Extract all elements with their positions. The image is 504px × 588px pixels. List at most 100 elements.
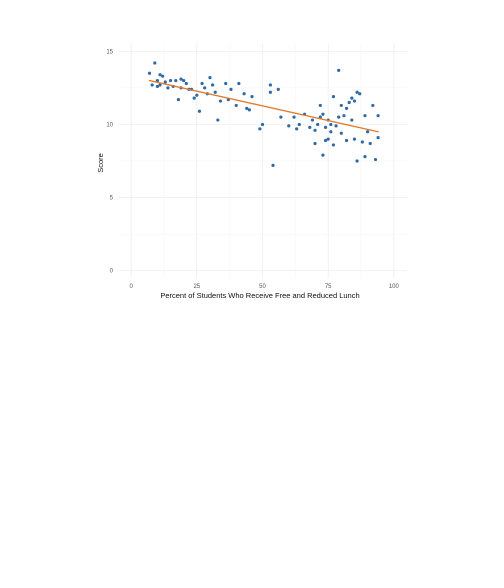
data-point bbox=[163, 80, 167, 84]
data-point bbox=[174, 78, 178, 83]
data-point bbox=[168, 78, 173, 83]
data-point bbox=[350, 118, 354, 122]
data-point bbox=[308, 125, 312, 129]
data-point bbox=[153, 61, 157, 65]
data-point bbox=[355, 159, 359, 163]
data-point bbox=[376, 136, 380, 140]
data-point bbox=[242, 92, 246, 96]
data-point bbox=[337, 68, 341, 72]
data-point bbox=[276, 87, 280, 91]
data-point bbox=[268, 83, 272, 87]
data-point bbox=[292, 115, 296, 119]
data-point bbox=[313, 128, 317, 132]
y-tick-label: 10 bbox=[106, 122, 113, 128]
data-point bbox=[260, 122, 265, 127]
data-point bbox=[203, 86, 207, 90]
data-point bbox=[297, 122, 301, 127]
x-tick-label: 0 bbox=[129, 284, 133, 290]
data-point bbox=[279, 115, 283, 119]
y-tick-label: 5 bbox=[110, 196, 114, 202]
data-point bbox=[147, 71, 152, 75]
data-point bbox=[363, 114, 367, 118]
data-point bbox=[350, 96, 354, 100]
data-point bbox=[365, 130, 370, 134]
data-point bbox=[363, 155, 367, 159]
data-points bbox=[147, 61, 380, 167]
data-point bbox=[155, 78, 160, 83]
data-point bbox=[258, 127, 262, 131]
y-axis-label: Score bbox=[96, 153, 105, 173]
data-point bbox=[213, 90, 217, 94]
x-tick-label: 25 bbox=[193, 284, 200, 290]
data-point bbox=[323, 125, 328, 129]
data-point bbox=[358, 92, 362, 96]
data-point bbox=[318, 103, 322, 108]
data-point bbox=[195, 93, 199, 97]
grid-lines bbox=[118, 44, 407, 278]
data-point bbox=[323, 138, 328, 143]
y-tick-label: 15 bbox=[106, 49, 113, 55]
data-point bbox=[329, 122, 333, 127]
data-point bbox=[352, 137, 357, 141]
data-point bbox=[155, 84, 160, 89]
data-point bbox=[268, 90, 272, 94]
data-point bbox=[339, 103, 343, 108]
data-point bbox=[229, 87, 233, 91]
data-point bbox=[337, 115, 341, 119]
data-point bbox=[329, 130, 333, 134]
y-tick-labels: 0 5 10 15 bbox=[106, 49, 113, 274]
x-tick-label: 100 bbox=[389, 284, 400, 290]
trend-line-group bbox=[148, 79, 379, 133]
x-tick-label: 50 bbox=[259, 284, 266, 290]
data-point bbox=[237, 81, 241, 86]
data-point bbox=[344, 138, 349, 143]
data-point bbox=[182, 78, 186, 83]
data-point bbox=[158, 73, 162, 77]
data-point bbox=[210, 83, 215, 87]
data-point bbox=[331, 95, 336, 99]
data-point bbox=[179, 77, 183, 81]
data-point bbox=[271, 163, 275, 167]
data-point bbox=[247, 108, 251, 112]
data-point bbox=[250, 95, 254, 99]
data-point bbox=[216, 118, 220, 122]
data-point bbox=[344, 106, 349, 110]
data-point bbox=[234, 103, 238, 108]
data-point bbox=[339, 131, 343, 135]
data-point bbox=[310, 118, 315, 122]
y-tick-label: 0 bbox=[110, 269, 114, 275]
data-point bbox=[184, 81, 188, 86]
data-point bbox=[161, 74, 165, 78]
data-point bbox=[368, 141, 372, 146]
data-point bbox=[342, 114, 346, 118]
data-point bbox=[218, 99, 223, 103]
data-point bbox=[347, 100, 351, 105]
data-point bbox=[371, 103, 375, 108]
x-tick-labels: 0 25 50 75 100 bbox=[129, 284, 399, 290]
data-point bbox=[287, 124, 291, 128]
data-point bbox=[176, 97, 181, 102]
data-point bbox=[197, 109, 202, 113]
data-point bbox=[295, 127, 299, 131]
data-point bbox=[208, 76, 212, 80]
data-point bbox=[326, 137, 330, 141]
data-point bbox=[158, 83, 162, 87]
data-point bbox=[334, 124, 338, 128]
data-point bbox=[331, 143, 336, 147]
data-point bbox=[321, 153, 325, 157]
x-axis-label: Percent of Students Who Receive Free and… bbox=[160, 291, 359, 300]
data-point bbox=[373, 157, 378, 162]
data-point bbox=[150, 83, 154, 87]
data-point bbox=[321, 112, 325, 116]
data-point bbox=[192, 96, 196, 100]
data-point bbox=[360, 140, 364, 144]
trend-line bbox=[148, 79, 379, 133]
data-point bbox=[166, 86, 170, 90]
data-point bbox=[376, 114, 380, 118]
data-point bbox=[318, 115, 322, 119]
data-point bbox=[200, 81, 204, 86]
data-point bbox=[316, 122, 320, 127]
data-point bbox=[355, 90, 359, 94]
data-point bbox=[313, 141, 317, 146]
